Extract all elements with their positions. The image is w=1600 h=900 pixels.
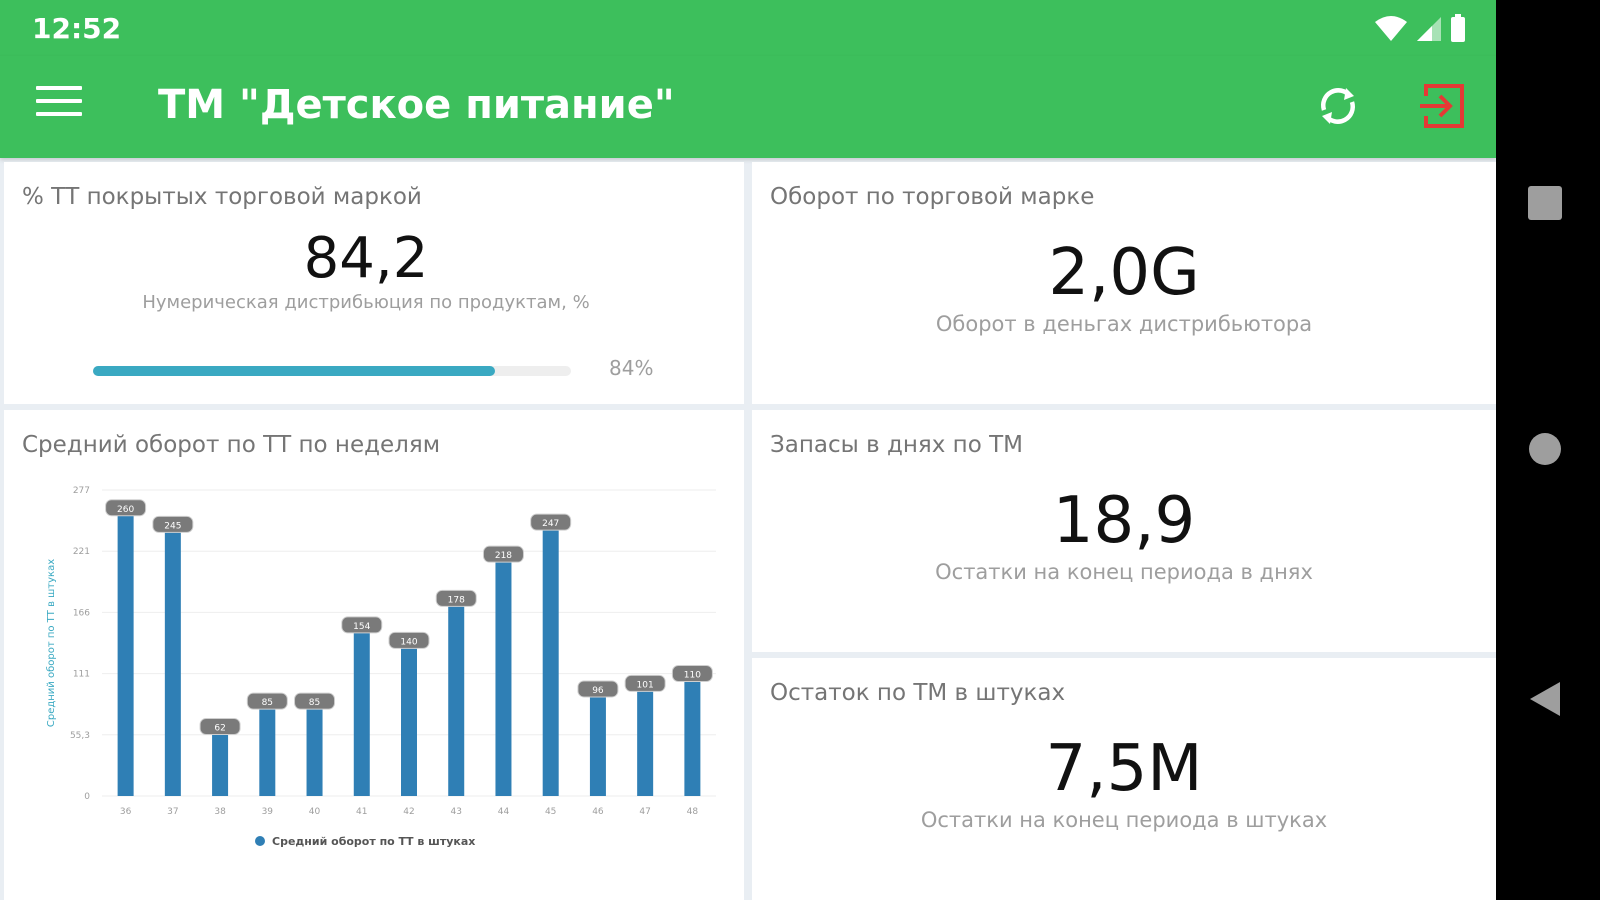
bar-week-42 (401, 641, 417, 796)
data-label-bubble (246, 692, 288, 710)
hamburger-menu-icon[interactable] (36, 86, 82, 126)
data-label-bubble (435, 589, 477, 607)
y-axis-label: Средний оборот по ТТ в штуках (46, 559, 57, 727)
bar-week-48 (684, 674, 701, 796)
x-tick-label: 37 (167, 807, 178, 817)
x-tick-label: 43 (451, 807, 462, 817)
data-label-bubble (577, 680, 619, 698)
x-tick-label: 42 (403, 807, 414, 817)
y-tick-label: 111 (73, 670, 90, 680)
data-label: 245 (164, 521, 181, 531)
status-bar: 12:52 (0, 0, 1496, 56)
recents-square-icon[interactable] (1526, 184, 1564, 226)
bar-chart: 0 55,3 111 166 221 277 Средний оборот по ТТ в … (46, 486, 716, 848)
sync-icon[interactable] (1312, 80, 1364, 132)
stock-days-caption: Остатки на конец периода в днях (935, 560, 1313, 584)
home-circle-icon[interactable] (1526, 430, 1564, 472)
data-label-bubble (341, 616, 383, 634)
y-tick-label: 221 (73, 547, 90, 557)
data-label: 154 (353, 622, 370, 632)
data-label: 101 (637, 680, 654, 690)
card-title: Средний оборот по ТТ по неделям (22, 432, 441, 458)
x-tick-label: 48 (687, 807, 699, 817)
data-label: 96 (592, 686, 604, 696)
bar-week-36 (117, 508, 134, 796)
data-label-bubble (152, 515, 194, 533)
data-label: 140 (400, 637, 417, 647)
data-label-bubble (671, 664, 713, 682)
coverage-progress-fill (93, 366, 495, 376)
system-nav-bar (1496, 0, 1600, 900)
x-tick-label: 41 (356, 807, 367, 817)
back-triangle-icon[interactable] (1526, 680, 1564, 722)
data-label: 247 (542, 519, 559, 529)
bar-week-37 (164, 525, 181, 796)
data-label: 85 (262, 698, 273, 708)
data-label-bubble (530, 513, 572, 531)
turnover-card[interactable]: Оборот по торговой марке 2,0G Оборот в д… (752, 162, 1496, 404)
data-label: 62 (214, 724, 225, 734)
data-label: 260 (117, 505, 134, 515)
legend-label: Средний оборот по ТТ в штуках (272, 835, 475, 848)
battery-icon (1451, 14, 1465, 42)
x-tick-label: 45 (545, 807, 556, 817)
x-tick-label: 39 (262, 807, 274, 817)
stock-units-value: 7,5M (1045, 732, 1203, 806)
bar-week-40 (306, 702, 323, 796)
bar-week-46 (589, 689, 606, 796)
data-label-bubble (624, 674, 666, 692)
bar-week-47 (637, 684, 654, 796)
bar-week-41 (353, 625, 370, 796)
x-tick-label: 44 (498, 807, 510, 817)
data-label-bubble (105, 499, 147, 517)
data-label: 85 (309, 698, 320, 708)
data-label: 110 (684, 670, 701, 680)
stock-days-value: 18,9 (1052, 484, 1196, 558)
x-tick-label: 38 (214, 807, 226, 817)
app-title: ТМ "Детское питание" (158, 82, 675, 128)
coverage-progress-label: 84% (609, 356, 654, 380)
data-label: 218 (495, 551, 512, 561)
status-icons (1374, 14, 1466, 42)
data-label-bubble (388, 631, 430, 649)
bar-week-45 (542, 523, 559, 796)
bar-week-39 (259, 702, 276, 796)
stock-units-card[interactable]: Остаток по ТМ в штуках 7,5M Остатки на к… (752, 658, 1496, 900)
stock-days-card[interactable]: Запасы в днях по ТМ 18,9 Остатки на коне… (752, 410, 1496, 652)
stock-units-caption: Остатки на конец периода в штуках (920, 808, 1328, 832)
y-tick-label: 0 (84, 792, 90, 802)
bar-week-43 (448, 599, 465, 796)
y-tick-label: 55,3 (70, 731, 90, 741)
card-title: Оборот по торговой марке (770, 184, 1095, 210)
x-tick-label: 36 (120, 807, 132, 817)
coverage-card[interactable]: % ТТ покрытых торговой маркой 84,2 Нумер… (4, 162, 744, 404)
x-tick-label: 40 (309, 807, 321, 817)
app-bar: ТМ "Детское питание" (0, 56, 1496, 158)
data-label-bubble (294, 692, 336, 710)
bar-week-44 (495, 555, 512, 796)
weekly-turnover-chart-card[interactable]: Средний оборот по ТТ по неделям 0 55,3 111… (4, 410, 744, 900)
y-tick-label: 166 (73, 608, 90, 618)
data-label-bubble (199, 718, 241, 736)
legend-marker (255, 836, 265, 846)
x-tick-label: 46 (592, 807, 604, 817)
app-screen: 12:52 ТМ "Детское питание" (0, 0, 1496, 900)
logout-icon[interactable] (1418, 80, 1470, 132)
coverage-value: 84,2 (303, 226, 429, 291)
y-tick-label: 277 (73, 486, 90, 496)
coverage-progress-bar (93, 366, 571, 376)
wifi-icon (1375, 16, 1407, 41)
coverage-caption: Нумерическая дистрибьюция по продуктам, … (142, 292, 590, 313)
card-title: Остаток по ТМ в штуках (770, 680, 1066, 706)
data-label-bubble (482, 545, 524, 563)
card-title: Запасы в днях по ТМ (770, 432, 1023, 458)
card-title: % ТТ покрытых торговой маркой (22, 184, 422, 210)
status-time: 12:52 (32, 12, 122, 45)
turnover-caption: Оборот в деньгах дистрибьютора (935, 312, 1313, 336)
x-tick-label: 47 (639, 807, 650, 817)
data-label: 178 (448, 595, 465, 605)
bar-week-38 (212, 727, 229, 796)
cell-signal-icon (1417, 17, 1441, 41)
turnover-value: 2,0G (1048, 236, 1200, 310)
